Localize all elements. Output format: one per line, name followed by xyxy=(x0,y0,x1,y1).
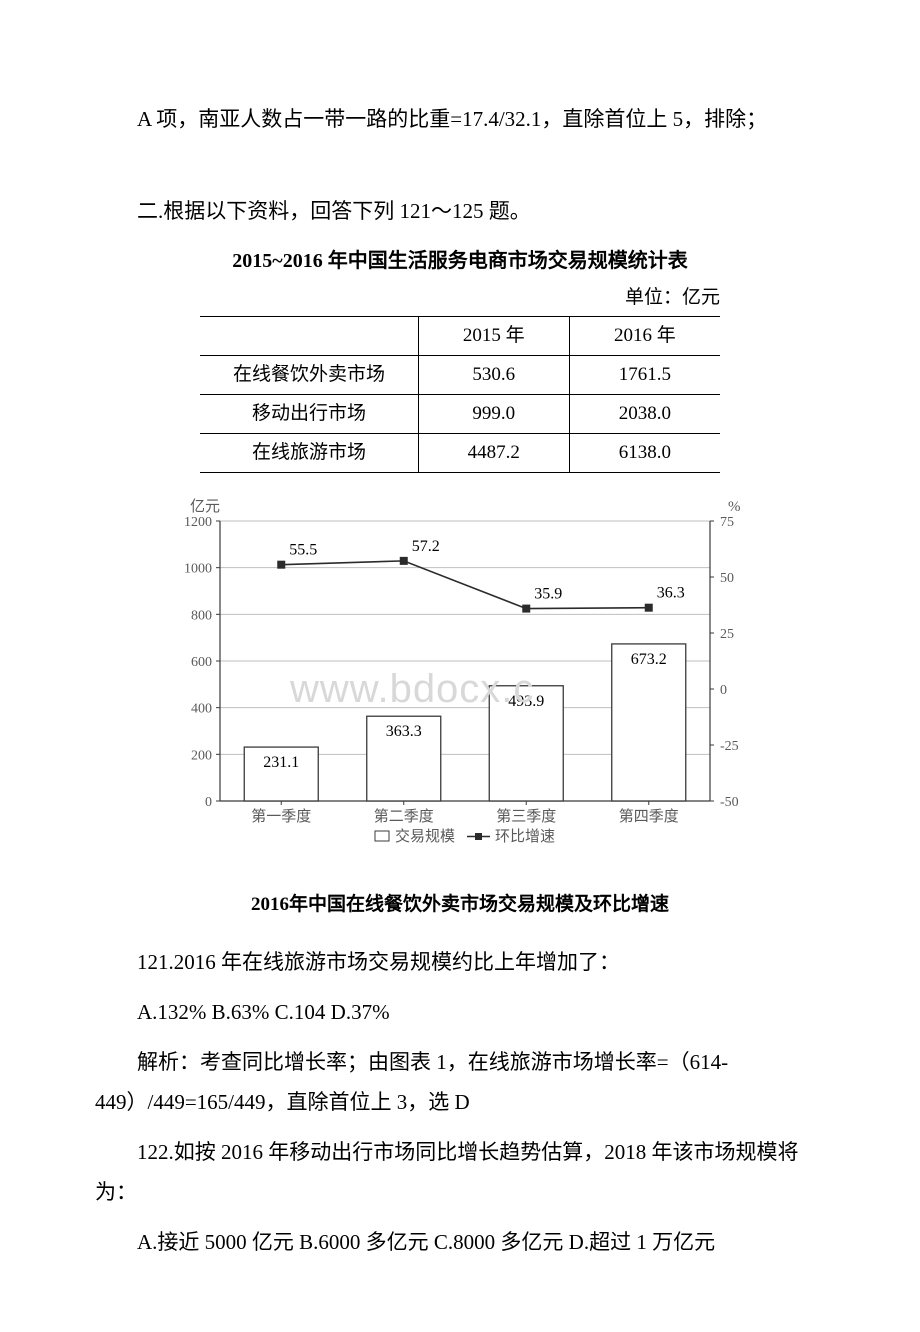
svg-text:55.5: 55.5 xyxy=(289,542,317,559)
table-cell: 999.0 xyxy=(418,395,569,434)
table-cell: 移动出行市场 xyxy=(200,395,418,434)
svg-text:第一季度: 第一季度 xyxy=(251,807,311,825)
svg-text:400: 400 xyxy=(191,702,212,717)
svg-text:1000: 1000 xyxy=(184,562,212,577)
svg-text:35.9: 35.9 xyxy=(534,586,562,603)
svg-text:环比增速: 环比增速 xyxy=(495,828,555,845)
data-table: 2015 年 2016 年 在线餐饮外卖市场 530.6 1761.5 移动出行… xyxy=(200,316,720,473)
svg-text:第三季度: 第三季度 xyxy=(496,807,556,825)
svg-text:231.1: 231.1 xyxy=(263,754,299,771)
table-cell: 在线旅游市场 xyxy=(200,434,418,473)
table-header-cell xyxy=(200,316,418,355)
svg-text:75: 75 xyxy=(720,515,734,530)
svg-text:0: 0 xyxy=(720,683,727,698)
paragraph-a: A 项，南亚人数占一带一路的比重=17.4/32.1，直除首位上 5，排除； xyxy=(95,100,825,140)
q121-options: A.132% B.63% C.104 D.37% xyxy=(95,993,825,1033)
q121: 121.2016 年在线旅游市场交易规模约比上年增加了： xyxy=(95,943,825,983)
svg-text:1200: 1200 xyxy=(184,515,212,530)
table-row: 在线旅游市场 4487.2 6138.0 xyxy=(200,434,720,473)
spacer xyxy=(95,150,825,192)
table-row: 在线餐饮外卖市场 530.6 1761.5 xyxy=(200,355,720,394)
combo-chart: 1200 1000 800 600 400 200 0 75 50 25 0 -25 -50 亿元% 231… xyxy=(150,491,770,871)
svg-text:亿元: 亿元 xyxy=(190,498,220,515)
svg-text:25: 25 xyxy=(720,627,734,642)
svg-text:363.3: 363.3 xyxy=(386,723,422,740)
svg-text:第四季度: 第四季度 xyxy=(619,807,679,825)
table-row: 移动出行市场 999.0 2038.0 xyxy=(200,395,720,434)
chart-container: www.bdocx.c 1200100080060040020007550250… xyxy=(150,491,770,923)
svg-text:0: 0 xyxy=(205,795,212,810)
svg-text:第二季度: 第二季度 xyxy=(374,807,434,825)
svg-text:36.3: 36.3 xyxy=(657,585,685,602)
table-unit: 单位：亿元 xyxy=(200,280,720,316)
spacer xyxy=(95,923,825,943)
svg-text:交易规模: 交易规模 xyxy=(395,827,455,845)
q122-options: A.接近 5000 亿元 B.6000 多亿元 C.8000 多亿元 D.超过 … xyxy=(95,1223,825,1263)
chart-caption: 2016年中国在线餐饮外卖市场交易规模及环比增速 xyxy=(150,887,770,923)
table-header-row: 2015 年 2016 年 xyxy=(200,316,720,355)
svg-text:673.2: 673.2 xyxy=(631,651,667,668)
svg-text:-50: -50 xyxy=(720,795,739,810)
svg-text:200: 200 xyxy=(191,749,212,764)
section2-intro: 二.根据以下资料，回答下列 121～125 题。 xyxy=(95,192,825,232)
table-title: 2015~2016 年中国生活服务电商市场交易规模统计表 xyxy=(95,242,825,280)
svg-text:57.2: 57.2 xyxy=(412,538,440,555)
svg-text:493.9: 493.9 xyxy=(508,693,544,710)
table-header-cell: 2015 年 xyxy=(418,316,569,355)
table-cell: 530.6 xyxy=(418,355,569,394)
table-cell: 在线餐饮外卖市场 xyxy=(200,355,418,394)
table-cell: 6138.0 xyxy=(569,434,720,473)
svg-text:600: 600 xyxy=(191,655,212,670)
q122: 122.如按 2016 年移动出行市场同比增长趋势估算，2018 年该市场规模将… xyxy=(95,1133,825,1213)
svg-text:800: 800 xyxy=(191,609,212,624)
table-header-cell: 2016 年 xyxy=(569,316,720,355)
table-cell: 2038.0 xyxy=(569,395,720,434)
q121-answer: 解析：考查同比增长率；由图表 1，在线旅游市场增长率=（614-449）/449… xyxy=(95,1043,825,1123)
svg-text:%: % xyxy=(728,499,741,515)
table-cell: 1761.5 xyxy=(569,355,720,394)
table-cell: 4487.2 xyxy=(418,434,569,473)
svg-text:50: 50 xyxy=(720,571,734,586)
svg-text:-25: -25 xyxy=(720,739,739,754)
